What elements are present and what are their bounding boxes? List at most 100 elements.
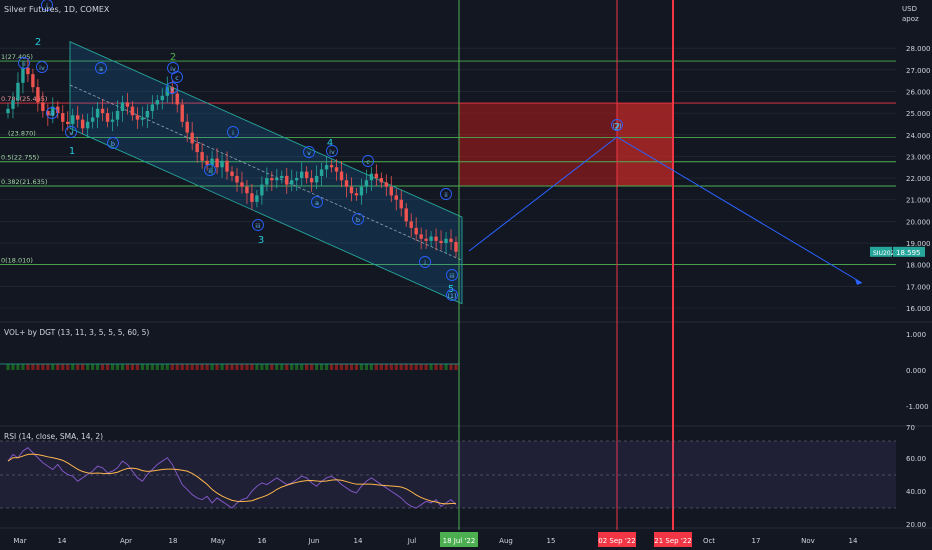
- volume-bar: [265, 364, 269, 370]
- wave-circle: [227, 126, 239, 138]
- volume-bar: [349, 364, 354, 370]
- candle-body: [449, 238, 453, 242]
- volume-bar: [369, 364, 373, 370]
- volume-bar: [334, 364, 339, 370]
- wave-label-text: v: [170, 85, 174, 93]
- volume-bar: [260, 364, 264, 370]
- candle-body: [344, 180, 349, 187]
- price-tick-label: 18.000: [906, 262, 931, 270]
- candle-body: [160, 95, 165, 101]
- volume-bar: [364, 364, 368, 370]
- candle-body: [21, 67, 25, 83]
- candle-body: [329, 165, 334, 168]
- target-zone-highlight: [617, 103, 673, 186]
- volume-bar: [339, 364, 344, 370]
- candle-body: [16, 82, 20, 101]
- candle-body: [285, 175, 289, 185]
- wave-circle-label: i: [419, 256, 431, 268]
- candle-body: [205, 160, 209, 166]
- candle-body: [409, 221, 413, 228]
- time-tick-label: Jun: [308, 537, 320, 545]
- volume-bar: [270, 364, 274, 370]
- volume-bar: [394, 364, 398, 370]
- rsi-line: [7, 447, 457, 509]
- candle-body: [339, 171, 344, 181]
- price-tick-label: 23.000: [906, 153, 931, 161]
- candle-body: [394, 195, 398, 200]
- volume-bar: [215, 364, 219, 370]
- volume-bar: [429, 364, 433, 370]
- candle-body: [145, 110, 150, 118]
- volume-bar: [110, 364, 115, 370]
- candle-body: [26, 67, 30, 75]
- volume-bar: [140, 364, 144, 370]
- candle-body: [66, 121, 70, 124]
- wave-circle-label: iii: [46, 107, 58, 119]
- volume-bar: [414, 364, 418, 370]
- time-tick-label: Aug: [499, 537, 513, 545]
- volume-bar: [439, 364, 443, 370]
- candle-body: [250, 193, 254, 202]
- wave-label-text: c: [366, 158, 370, 166]
- time-highlight-label: 18 Jul '22: [443, 537, 476, 545]
- candle-body: [295, 178, 299, 181]
- wave-label-text: a: [99, 65, 103, 73]
- wave-circle-label: iii: [446, 269, 458, 281]
- price-tick-label: 26.000: [906, 88, 931, 96]
- volume-bar: [115, 364, 120, 370]
- wave-circle-label: i: [227, 126, 239, 138]
- time-tick-label: 15: [547, 537, 556, 545]
- candle-body: [389, 186, 393, 196]
- candle-body: [71, 115, 75, 124]
- wave-circle: [419, 256, 431, 268]
- wave-circle: [362, 155, 374, 167]
- volume-bar: [305, 364, 309, 370]
- last-price-label: 18.595: [896, 249, 921, 257]
- elliott-wave-label: 2: [35, 37, 41, 48]
- elliott-wave-label: 2: [170, 52, 176, 63]
- volume-bar: [225, 364, 229, 370]
- elliott-wave-label: 2: [614, 122, 620, 133]
- time-tick-label: Apr: [120, 537, 132, 545]
- time-tick-label: 14: [849, 537, 858, 545]
- volume-bar: [280, 364, 284, 370]
- wave-circle-label: (1): [446, 289, 458, 301]
- wave-label-text: b: [111, 140, 115, 148]
- volume-bar: [444, 364, 448, 370]
- wave-circle-label: c: [362, 155, 374, 167]
- price-tick-label: 28.000: [906, 45, 931, 53]
- volume-bar: [170, 364, 174, 370]
- time-highlight-label: 21 Sep '22: [654, 537, 691, 545]
- candle-body: [245, 186, 249, 194]
- volume-bar: [290, 364, 294, 370]
- candle-body: [56, 106, 60, 114]
- volume-bar: [21, 364, 25, 370]
- time-tick-label: 14: [354, 537, 363, 545]
- time-highlight-tag: [654, 532, 692, 547]
- volume-bar: [195, 364, 199, 370]
- volume-bar: [295, 364, 299, 370]
- volume-bar: [449, 364, 453, 370]
- candle-body: [314, 175, 319, 183]
- volume-bar: [71, 364, 75, 370]
- candle-body: [200, 152, 204, 161]
- wave-circle: [303, 146, 315, 158]
- wave-circle-label: ii: [204, 164, 216, 176]
- candle-body: [304, 171, 309, 179]
- wave-circle-label: iv: [326, 145, 338, 157]
- candle-body: [319, 169, 324, 176]
- wave-circle-label: c: [171, 71, 183, 83]
- volume-bar: [389, 364, 393, 370]
- volume-bar: [285, 364, 289, 370]
- wave-label-text: a: [315, 199, 319, 207]
- candle-body: [419, 234, 423, 239]
- candle-body: [275, 178, 279, 181]
- candle-body: [324, 165, 329, 170]
- wave-label-text: iv: [329, 148, 335, 156]
- candle-body: [135, 115, 140, 120]
- projection-arrowhead: [855, 279, 862, 285]
- wave-label-text: c: [175, 74, 179, 82]
- volume-bar: [6, 364, 10, 370]
- wave-circle: [107, 137, 119, 149]
